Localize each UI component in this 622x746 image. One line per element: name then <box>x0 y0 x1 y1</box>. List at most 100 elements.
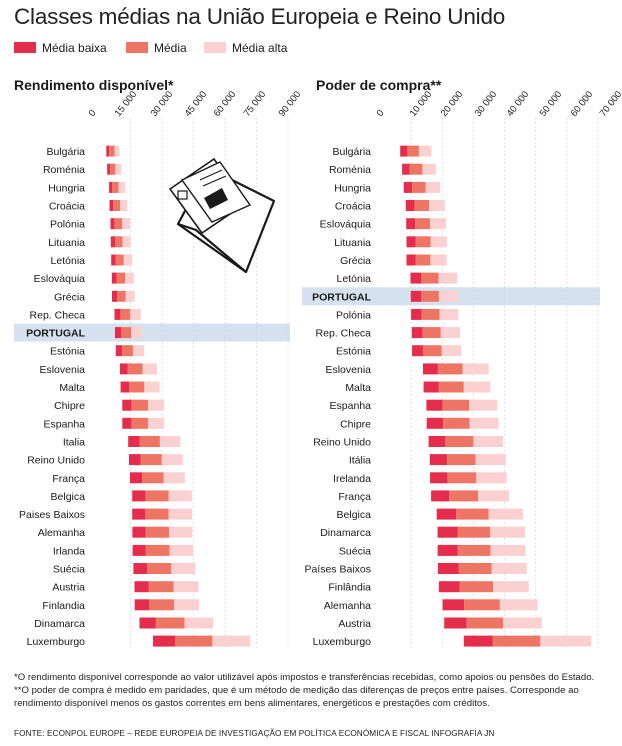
bar-segment <box>412 345 423 356</box>
bar-segment <box>476 454 506 465</box>
bar-segment <box>122 345 133 356</box>
bar-segment <box>445 436 473 447</box>
category-label: Hungria <box>334 182 371 194</box>
bar-segment <box>146 545 170 556</box>
category-label: Eslováquia <box>320 219 372 231</box>
bar-segment <box>442 345 462 356</box>
category-label: Croácia <box>49 201 85 213</box>
category-label: Letónia <box>337 273 372 285</box>
category-label: Reino Unido <box>27 455 85 467</box>
category-label: Hungria <box>48 182 85 194</box>
bar-segment <box>426 182 441 193</box>
bar-segment <box>156 618 185 629</box>
category-label: PORTUGAL <box>26 328 86 340</box>
bar-segment <box>440 309 459 320</box>
tick-label: 30 000 <box>473 89 500 119</box>
bar-segment <box>121 382 129 393</box>
bar-segment <box>132 490 145 501</box>
bar-segment <box>149 581 174 592</box>
bar-segment <box>174 581 199 592</box>
bar-segment <box>148 400 164 411</box>
bar-segment <box>140 436 160 447</box>
bar-segment <box>426 400 442 411</box>
bar-segment <box>423 363 438 374</box>
tick-label: 0 <box>87 108 99 119</box>
category-label: Dinamarca <box>320 527 371 539</box>
bar-segment <box>412 182 425 193</box>
bar-segment <box>120 200 127 211</box>
bar-segment <box>456 509 488 520</box>
bar-segment <box>443 418 470 429</box>
bar-segment <box>132 527 145 538</box>
bar-segment <box>147 563 171 574</box>
bar-segment <box>431 255 447 266</box>
tick-label: 0 <box>375 108 387 119</box>
category-label: Rep. Checa <box>316 328 372 340</box>
bar-segment <box>412 327 423 338</box>
bar-segment <box>415 200 430 211</box>
bar-segment <box>111 236 115 247</box>
bar-segment <box>448 472 477 483</box>
bar-segment <box>438 545 458 556</box>
tick-label: 30 000 <box>149 89 176 119</box>
tick-label: 75 000 <box>242 89 269 119</box>
bar-segment <box>115 164 121 175</box>
bar-segment <box>438 527 458 538</box>
bar-segment <box>402 164 410 175</box>
bar-segment <box>449 490 478 501</box>
bar-segment <box>406 200 415 211</box>
bar-segment <box>470 418 499 429</box>
bar-segment <box>110 200 114 211</box>
bar-segment <box>459 581 493 592</box>
category-label: Grécia <box>340 255 371 267</box>
bar-segment <box>421 273 438 284</box>
bar-segment <box>411 291 421 302</box>
category-label: PORTUGAL <box>312 291 372 303</box>
wallet-icon <box>170 159 274 272</box>
category-label: Belgica <box>337 509 372 521</box>
bar-segment <box>423 345 441 356</box>
bar-segment <box>129 382 144 393</box>
bar-segment <box>489 509 523 520</box>
bar-segment <box>109 146 115 157</box>
bar-segment <box>148 418 164 429</box>
bar-segment <box>407 255 416 266</box>
category-label: Bulgária <box>46 146 85 158</box>
bar-segment <box>146 527 170 538</box>
bar-segment <box>463 363 489 374</box>
bar-segment <box>431 490 449 501</box>
bar-segment <box>411 309 422 320</box>
bar-segment <box>135 581 149 592</box>
bar-segment <box>112 182 118 193</box>
bar-segment <box>478 490 509 501</box>
bar-segment <box>410 164 423 175</box>
bar-segment <box>431 236 447 247</box>
chart-panel-2: 0 10 000 20 000 30 000 40 000 50 000 60 000 70 … <box>302 89 622 650</box>
bar-segment <box>416 255 431 266</box>
category-label: Lituania <box>48 237 85 249</box>
bar-segment <box>459 563 492 574</box>
bar-segment <box>149 599 174 610</box>
category-label: Finlândia <box>328 582 371 594</box>
category-label: Rep. Checa <box>30 309 86 321</box>
category-label: Malta <box>345 382 371 394</box>
bar-segment <box>423 327 441 338</box>
bar-segment <box>490 527 525 538</box>
category-label: Suécia <box>53 564 85 576</box>
bar-segment <box>212 636 250 647</box>
bar-segment <box>437 509 457 520</box>
bar-segment <box>130 309 141 320</box>
bar-segment <box>169 509 192 520</box>
category-label: Espanha <box>44 418 86 430</box>
bar-segment <box>109 182 112 193</box>
bar-segment <box>129 454 141 465</box>
bar-segment <box>144 382 159 393</box>
category-label: Austria <box>338 618 371 630</box>
category-label: Italia <box>63 436 85 448</box>
category-label: Estónia <box>50 346 85 358</box>
bar-segment <box>116 255 124 266</box>
bar-segment <box>132 509 145 520</box>
tick-label: 10 000 <box>408 89 435 119</box>
bar-segment <box>112 273 117 284</box>
tick-label: 50 000 <box>538 89 565 119</box>
